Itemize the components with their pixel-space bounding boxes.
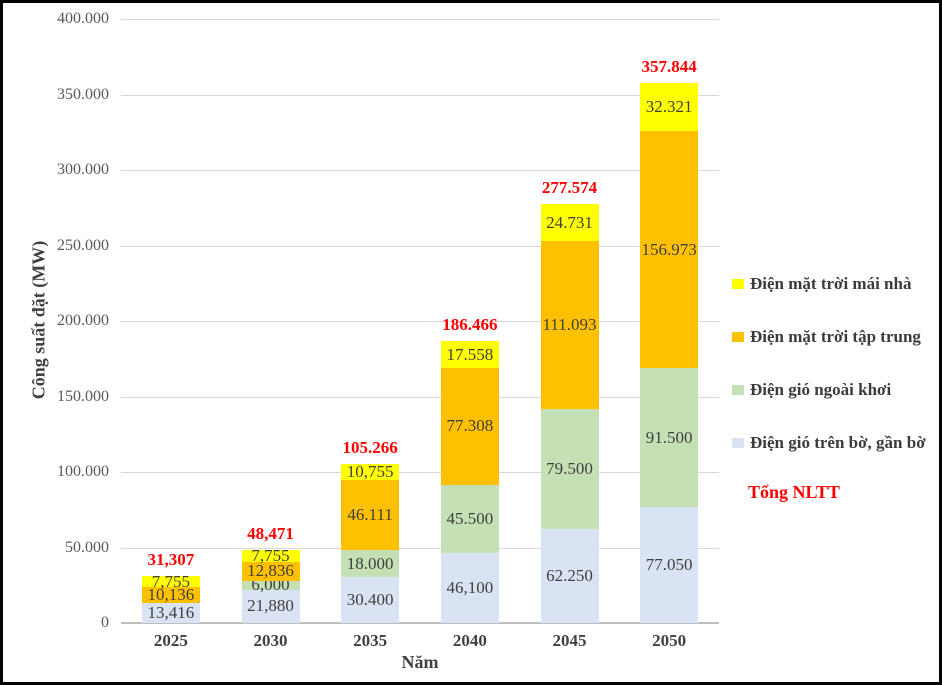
bar-2045-dien-gio-ngoai-khoi — [540, 408, 599, 529]
total-label-2040: 186.466 — [442, 315, 498, 335]
bar-2045-dien-mat-troi-tap-trung — [540, 241, 599, 409]
bar-label-2025-dien-gio-tren-bo-gan-bo: 13,416 — [147, 602, 195, 622]
legend-label-dien-gio-ngoai-khoi: Điện gió ngoài khơi — [750, 380, 892, 399]
x-axis-line — [121, 622, 719, 624]
bar-label-2040-dien-gio-ngoai-khoi: 45.500 — [446, 509, 494, 529]
total-label-2045: 277.574 — [541, 177, 598, 197]
x-axis-title: Năm — [401, 652, 439, 672]
y-tick-label-350.000: 350.000 — [57, 85, 109, 103]
gridline-200.000 — [121, 321, 719, 322]
x-tick-label-2025: 2025 — [153, 631, 188, 650]
bar-label-2045-dien-mat-troi-tap-trung: 111.093 — [542, 315, 597, 335]
bar-2035-dien-mat-troi-tap-trung — [341, 480, 400, 550]
x-tick-label-2035: 2035 — [353, 631, 388, 650]
bar-label-2030-dien-mat-troi-tap-trung: 12,836 — [247, 561, 294, 581]
gridline-300.000 — [121, 170, 719, 171]
bar-2040-dien-gio-ngoai-khoi — [440, 484, 499, 554]
bar-label-2035-dien-mat-troi-mai-nha: 10,755 — [346, 462, 394, 482]
y-tick-label-50.000: 50.000 — [65, 538, 109, 556]
legend-swatch-dien-mat-troi-mai-nha — [732, 279, 744, 289]
legend-label-dien-mat-troi-tap-trung: Điện mặt trời tập trung — [750, 327, 921, 346]
bar-2035-dien-mat-troi-mai-nha — [341, 464, 400, 481]
bar-label-2035-dien-mat-troi-tap-trung: 46.111 — [347, 505, 393, 525]
bar-label-2030-dien-gio-tren-bo-gan-bo: 21,880 — [247, 596, 294, 616]
gridline-350.000 — [121, 94, 719, 96]
legend-swatch-dien-gio-ngoai-khoi — [732, 385, 744, 395]
x-tick-label-2030: 2030 — [253, 631, 288, 650]
bar-label-2025-dien-mat-troi-mai-nha: 7,755 — [151, 571, 190, 591]
bar-2050-dien-gio-tren-bo-gan-bo — [640, 506, 699, 623]
bar-label-2040-dien-mat-troi-mai-nha: 17.558 — [446, 344, 494, 364]
bar-2050-dien-mat-troi-tap-trung — [640, 131, 699, 369]
bar-label-2045-dien-gio-tren-bo-gan-bo: 62.250 — [546, 566, 593, 585]
y-tick-label-100.000: 100.000 — [57, 463, 109, 480]
bar-2050-dien-gio-ngoai-khoi — [640, 368, 699, 507]
total-label-2050: 357.844 — [641, 56, 697, 76]
legend-item-dien-mat-troi-tap-trung: Điện mặt trời tập trung — [732, 327, 921, 347]
bar-2040-dien-gio-tren-bo-gan-bo — [440, 553, 499, 623]
legend-label-dien-mat-troi-mai-nha: Điện mặt trời mái nhà — [750, 274, 912, 293]
gridline-250.000 — [121, 245, 719, 247]
bar-label-2025-dien-mat-troi-tap-trung: 10,136 — [147, 585, 195, 605]
bar-label-2040-dien-mat-troi-tap-trung: 77.308 — [446, 416, 494, 436]
bar-2025-dien-mat-troi-mai-nha — [141, 575, 200, 588]
y-tick-label-250.000: 250.000 — [57, 236, 109, 254]
bar-2050-dien-mat-troi-mai-nha — [640, 82, 699, 132]
legend-total-nltt: Tổng NLTT — [748, 482, 840, 502]
legend-label-dien-gio-tren-bo-gan-bo: Điện gió trên bờ, gần bờ — [750, 433, 926, 452]
y-tick-label-150.000: 150.000 — [57, 387, 109, 405]
legend-item-dien-mat-troi-mai-nha: Điện mặt trời mái nhà — [732, 274, 911, 294]
bar-2045-dien-gio-tren-bo-gan-bo — [540, 529, 599, 623]
bar-label-2050-dien-gio-tren-bo-gan-bo: 77.050 — [645, 554, 693, 574]
bar-2030-dien-mat-troi-mai-nha — [241, 549, 300, 562]
bar-2035-dien-gio-ngoai-khoi — [341, 549, 400, 578]
bar-label-2035-dien-gio-ngoai-khoi: 18.000 — [346, 553, 394, 573]
bar-label-2045-dien-mat-troi-mai-nha: 24.731 — [546, 212, 593, 232]
bar-label-2045-dien-gio-ngoai-khoi: 79.500 — [546, 458, 593, 478]
bar-2035-dien-gio-tren-bo-gan-bo — [341, 577, 400, 623]
y-tick-label-0: 0 — [101, 614, 109, 631]
bar-2045-dien-mat-troi-mai-nha — [540, 203, 599, 242]
legend-swatch-dien-gio-tren-bo-gan-bo — [732, 438, 744, 448]
bar-label-2050-dien-mat-troi-mai-nha: 32.321 — [645, 97, 693, 117]
bar-2040-dien-mat-troi-mai-nha — [440, 341, 499, 368]
bar-2040-dien-mat-troi-tap-trung — [440, 367, 499, 485]
y-tick-label-200.000: 200.000 — [57, 312, 109, 329]
total-label-2025: 31,307 — [147, 549, 195, 569]
bar-label-2035-dien-gio-tren-bo-gan-bo: 30.400 — [346, 590, 394, 610]
bar-label-2030-dien-mat-troi-mai-nha: 7,755 — [251, 545, 290, 565]
legend-swatch-dien-mat-troi-tap-trung — [732, 332, 744, 342]
gridline-100.000 — [121, 472, 719, 473]
gridline-400.000 — [121, 19, 719, 20]
x-tick-label-2050: 2050 — [652, 631, 687, 650]
bar-2025-dien-gio-tren-bo-gan-bo — [141, 602, 200, 623]
bar-2030-dien-gio-tren-bo-gan-bo — [241, 589, 300, 623]
bar-2030-dien-gio-ngoai-khoi — [241, 580, 300, 590]
legend-item-dien-gio-ngoai-khoi: Điện gió ngoài khơi — [732, 380, 891, 400]
bar-2025-dien-mat-troi-tap-trung — [141, 587, 200, 603]
total-label-2030: 48,471 — [247, 523, 294, 543]
total-label-2035: 105.266 — [342, 438, 398, 458]
bar-label-2050-dien-mat-troi-tap-trung: 156.973 — [641, 239, 697, 259]
bar-2030-dien-mat-troi-tap-trung — [241, 561, 300, 581]
gridline-50.000 — [121, 547, 719, 549]
x-tick-label-2045: 2045 — [552, 631, 587, 650]
gridline-150.000 — [121, 396, 719, 398]
y-tick-label-300.000: 300.000 — [57, 161, 109, 178]
x-tick-label-2040: 2040 — [452, 631, 487, 650]
bar-label-2040-dien-gio-tren-bo-gan-bo: 46,100 — [446, 578, 494, 598]
bar-label-2050-dien-gio-ngoai-khoi: 91.500 — [645, 427, 693, 447]
y-tick-label-400.000: 400.000 — [57, 10, 109, 27]
legend-item-dien-gio-tren-bo-gan-bo: Điện gió trên bờ, gần bờ — [732, 433, 926, 453]
